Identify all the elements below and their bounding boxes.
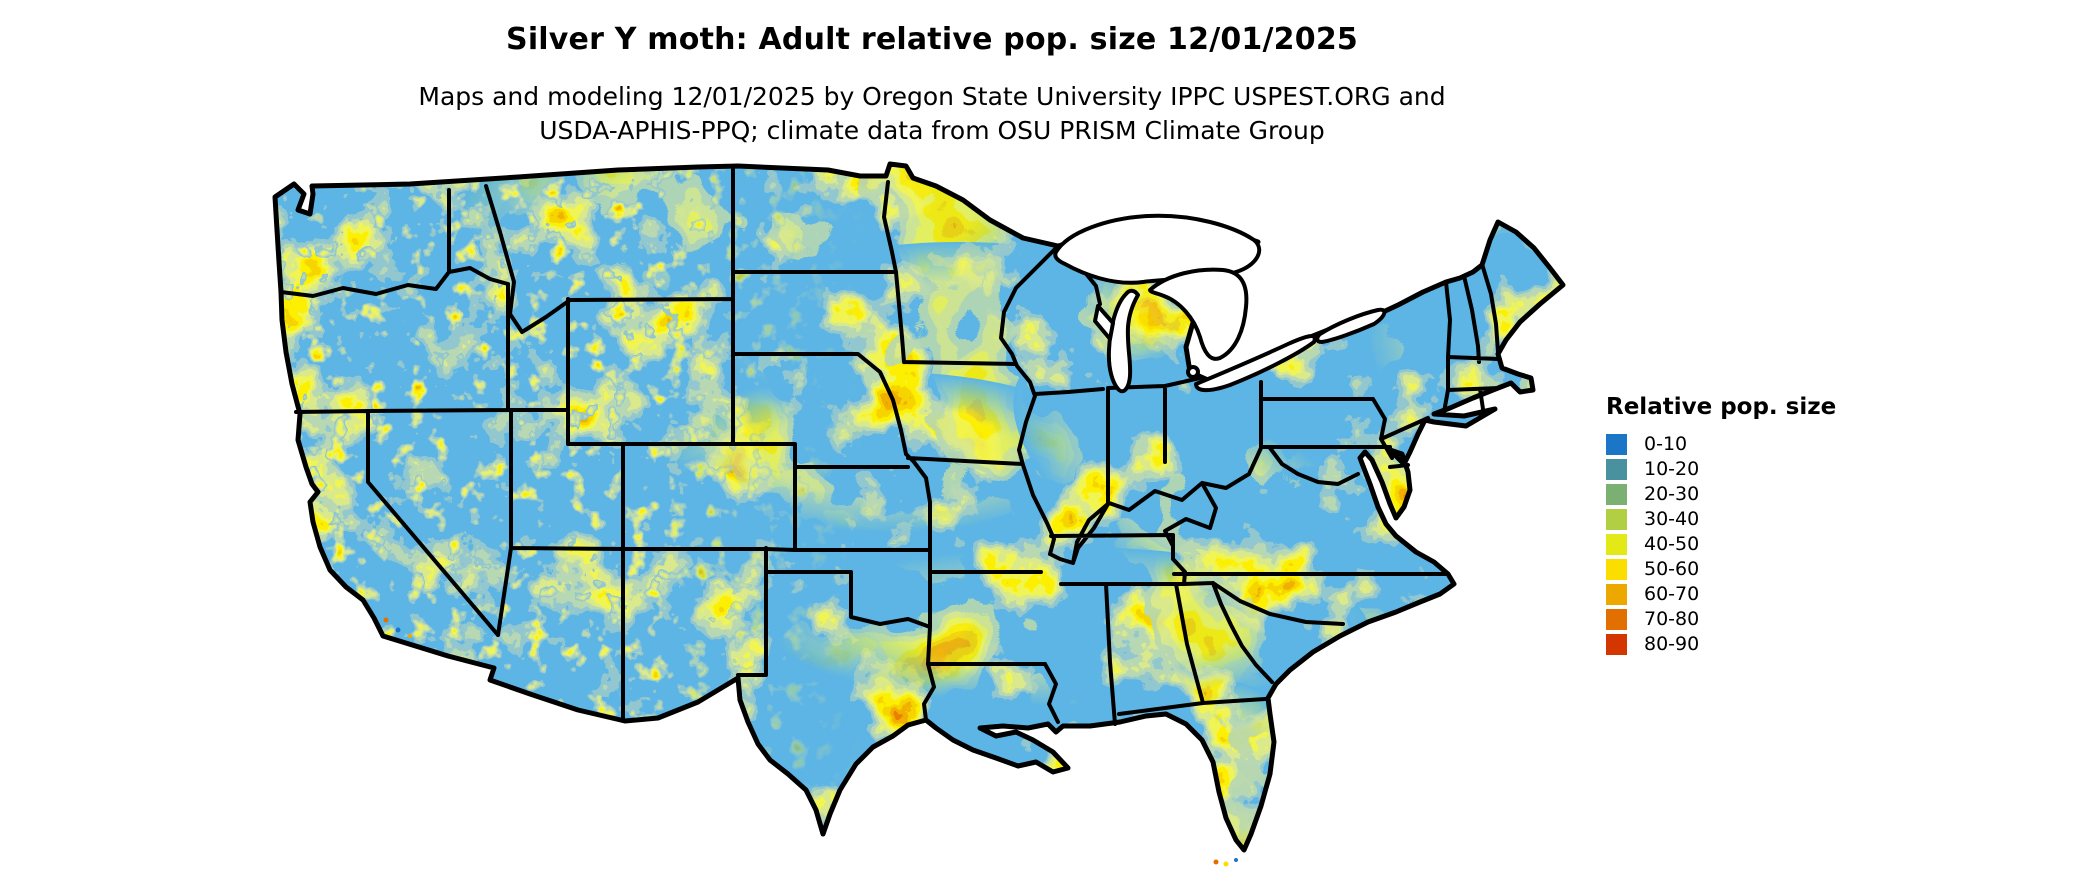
map-raster xyxy=(275,164,1563,850)
lake-michigan xyxy=(1106,288,1140,394)
legend-row: 10-20 xyxy=(1606,457,1836,482)
legend-swatch xyxy=(1606,584,1627,605)
legend-row: 40-50 xyxy=(1606,532,1836,557)
lake-erie xyxy=(1194,334,1317,393)
legend-rows: 0-10 10-20 20-30 30-40 40-50 50-60 60-70 70-80 8… xyxy=(1606,432,1836,657)
legend-row: 60-70 xyxy=(1606,582,1836,607)
legend-row: 70-80 xyxy=(1606,607,1836,632)
legend-label: 50-60 xyxy=(1644,558,1700,580)
us-map xyxy=(268,122,1568,867)
legend-swatch xyxy=(1606,509,1627,530)
great-lakes xyxy=(1053,213,1387,394)
legend-title: Relative pop. size xyxy=(1606,394,1837,420)
legend-label: 20-30 xyxy=(1644,483,1700,505)
legend-swatch xyxy=(1606,634,1627,655)
coastal-islands xyxy=(383,617,1238,867)
legend-row: 30-40 xyxy=(1606,507,1836,532)
subtitle: Maps and modeling 12/01/2025 by Oregon S… xyxy=(282,80,1582,148)
legend-label: 10-20 xyxy=(1644,458,1700,480)
legend: Relative pop. size 0-10 10-20 20-30 30-40 40… xyxy=(1606,394,1836,657)
legend-row: 0-10 xyxy=(1606,432,1836,457)
lake-huron xyxy=(1148,267,1249,361)
legend-label: 40-50 xyxy=(1644,533,1700,555)
subtitle-line-1: Maps and modeling 12/01/2025 by Oregon S… xyxy=(418,82,1446,111)
legend-label: 0-10 xyxy=(1644,433,1688,455)
legend-swatch xyxy=(1606,559,1627,580)
state-borders xyxy=(275,164,1563,850)
subtitle-line-2: USDA-APHIS-PPQ; climate data from OSU PR… xyxy=(539,116,1325,145)
legend-swatch xyxy=(1606,609,1627,630)
legend-row: 20-30 xyxy=(1606,482,1836,507)
legend-swatch xyxy=(1606,484,1627,505)
legend-label: 70-80 xyxy=(1644,608,1700,630)
green-bay xyxy=(1093,304,1115,341)
lake-st-clair xyxy=(1186,365,1200,379)
legend-swatch xyxy=(1606,534,1627,555)
legend-row: 50-60 xyxy=(1606,557,1836,582)
legend-label: 30-40 xyxy=(1644,508,1700,530)
legend-swatch xyxy=(1606,459,1627,480)
legend-label: 60-70 xyxy=(1644,583,1700,605)
lake-ontario xyxy=(1315,307,1387,344)
legend-swatch xyxy=(1606,434,1627,455)
legend-label: 80-90 xyxy=(1644,633,1700,655)
legend-row: 80-90 xyxy=(1606,632,1836,657)
page-title: Silver Y moth: Adult relative pop. size … xyxy=(506,22,1358,57)
